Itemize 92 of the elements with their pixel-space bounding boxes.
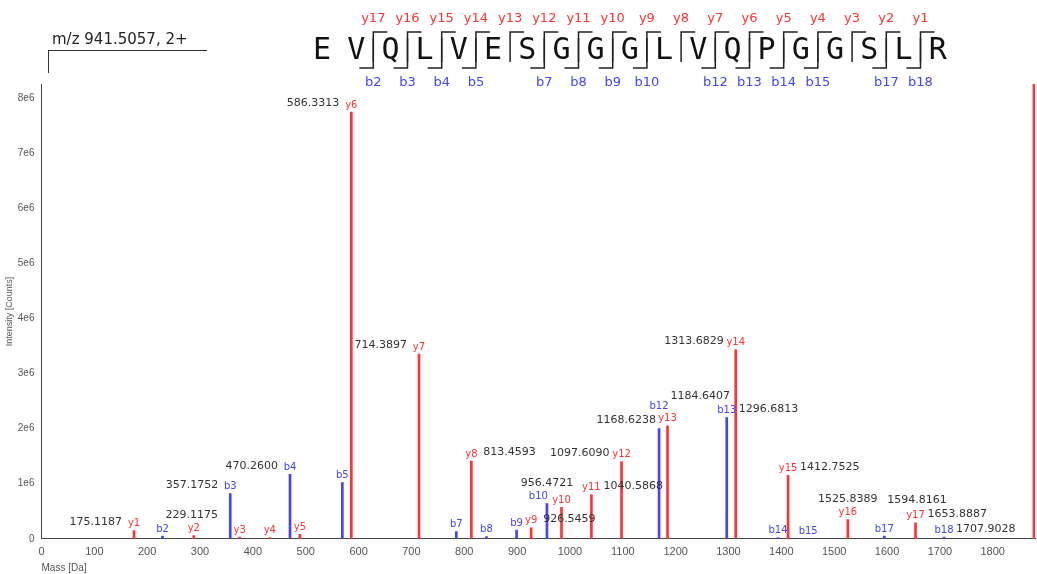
data-label: y9 xyxy=(524,514,538,526)
annotation: 1594.8161 xyxy=(887,493,947,507)
x-tick-label: 1000 xyxy=(557,545,583,558)
data-label: y10 xyxy=(552,493,571,505)
annotation: 229.1175 xyxy=(165,508,219,522)
annotation: 813.4593 xyxy=(483,445,536,459)
data-label: y6 xyxy=(345,98,358,110)
y-tick-label: 4e6 xyxy=(17,312,35,324)
data-label: y12 xyxy=(612,448,631,460)
annotation: 470.2600 xyxy=(225,458,279,472)
y-tick-label: 8e6 xyxy=(17,91,35,103)
y-tick-label: 6e6 xyxy=(17,201,35,213)
x-tick-label: 700 xyxy=(402,545,421,558)
data-label: b5 xyxy=(335,469,349,481)
annotation: 956.4721 xyxy=(520,475,574,489)
data-label: b10 xyxy=(528,490,548,502)
data-label: y15 xyxy=(778,462,798,473)
bar xyxy=(192,535,196,539)
data-label: b3 xyxy=(223,480,237,492)
x-tick-label: 200 xyxy=(138,545,157,558)
x-tick-label: 1200 xyxy=(663,545,688,558)
x-tick-label: 1800 xyxy=(980,545,1005,558)
data-label: y17 xyxy=(906,509,925,521)
annotation: 1313.6829 xyxy=(664,334,724,348)
x-tick-label: 1300 xyxy=(716,545,741,558)
y-tick-label: 7e6 xyxy=(17,146,35,158)
bar xyxy=(725,417,729,539)
x-tick-label: 600 xyxy=(349,545,368,558)
annotation: 586.3313 xyxy=(286,96,340,110)
data-label: y16 xyxy=(838,506,858,518)
annotation: 1653.8887 xyxy=(927,507,988,521)
bar xyxy=(914,522,917,539)
data-label: b4 xyxy=(283,460,297,472)
y-tick-label: 0 xyxy=(28,532,35,544)
y-tick-label: 2e6 xyxy=(17,422,35,434)
data-label: y1 xyxy=(127,517,141,529)
data-label: b17 xyxy=(874,522,894,534)
data-label: y5 xyxy=(293,520,307,532)
data-label: b2 xyxy=(156,522,169,534)
bar xyxy=(515,529,518,539)
bar xyxy=(228,493,232,539)
data-label: b7 xyxy=(449,518,463,530)
data-label: y4 xyxy=(263,524,276,536)
y-tick-label: 3e6 xyxy=(17,367,35,379)
annotation: 175.1187 xyxy=(69,514,123,528)
data-label: y8 xyxy=(465,447,478,459)
data-label: b14 xyxy=(768,524,788,536)
data-label: b9 xyxy=(510,516,523,528)
data-label: y13 xyxy=(658,412,677,424)
bar xyxy=(666,425,669,539)
text: y17 y16 y15 y14 y13 y12 y11 y10 y9 y8 y7 y6 y5 y4 y3 y2 y1 xyxy=(361,10,929,25)
data-label: y11 xyxy=(582,481,601,493)
x-tick-label: 300 xyxy=(190,545,210,558)
data-label: y2 xyxy=(187,522,200,534)
annotation: 1412.7525 xyxy=(800,459,860,473)
data-label: y14 xyxy=(726,336,746,348)
text: b2 b3 b4 b5 b7 b8 b9 b10 b12 b13 b14 b15 b17 b18 xyxy=(365,74,933,89)
bar xyxy=(734,349,738,539)
x-tick-label: 500 xyxy=(296,545,315,558)
annotation: 357.1752 xyxy=(165,477,219,491)
data-label: b8 xyxy=(480,523,493,535)
annotation: 1168.6238 xyxy=(596,412,657,426)
data-label: b12 xyxy=(649,400,669,412)
annotation: 1184.6407 xyxy=(670,389,731,403)
data-label: b18 xyxy=(934,523,954,535)
y-tick-label: 1e6 xyxy=(17,477,35,489)
x-tick-label: 1600 xyxy=(874,545,900,558)
x-tick-label: 0 xyxy=(38,545,45,558)
data-label: y3 xyxy=(233,523,246,535)
bar xyxy=(341,482,344,539)
annotation: 1707.9028 xyxy=(956,521,1016,535)
annotation: 1296.6813 xyxy=(738,401,799,415)
annotation: 1525.8389 xyxy=(818,491,878,505)
x-tick-label: 800 xyxy=(455,545,474,558)
x-tick-label: 100 xyxy=(85,545,104,558)
bar xyxy=(470,460,473,539)
x-tick-label: 900 xyxy=(507,545,527,558)
y-axis-title: Intensity [Counts] xyxy=(3,276,14,347)
x-tick-label: 1100 xyxy=(610,545,635,558)
text: m/z 941.5057, 2+ xyxy=(52,30,188,48)
bar xyxy=(455,531,458,539)
annotation: 1097.6090 xyxy=(550,445,610,459)
bar xyxy=(350,111,353,539)
x-tick-label: 1700 xyxy=(927,545,953,558)
x-tick-label: 1500 xyxy=(821,545,847,558)
y-tick-label: 5e6 xyxy=(17,256,35,268)
data-label: b15 xyxy=(798,524,818,536)
data-label: y7 xyxy=(412,340,426,352)
annotation: 714.3897 xyxy=(354,338,408,352)
x-tick-label: 400 xyxy=(243,545,263,558)
x-tick-label: 1400 xyxy=(769,545,794,558)
x-axis-title: Mass [Da] xyxy=(41,561,87,573)
